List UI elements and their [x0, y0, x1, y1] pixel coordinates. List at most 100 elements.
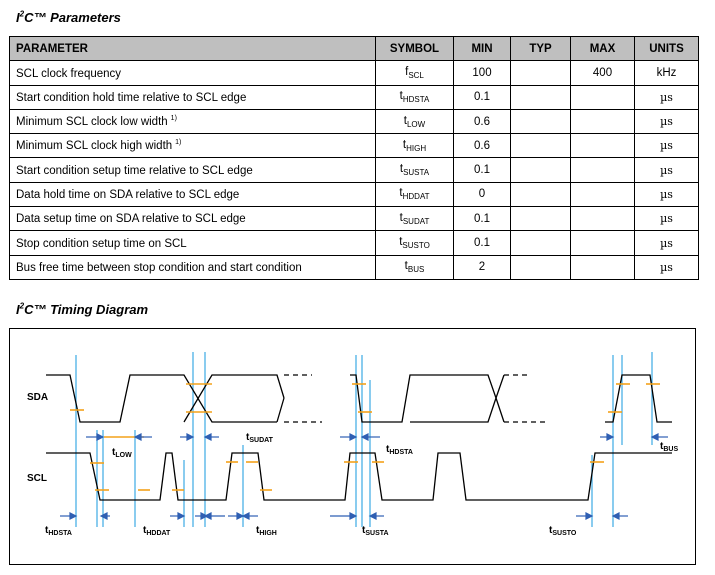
parameter-text: Data setup time on SDA relative to SCL e… — [16, 213, 246, 226]
symbol-main: t — [399, 187, 403, 200]
marker-lines — [75, 352, 653, 527]
cell-symbol: tSUSTA — [375, 157, 454, 183]
t-sudat-label: tSUDAT — [246, 432, 274, 444]
cell-parameter: Bus free time between stop condition and… — [9, 254, 376, 280]
cell-symbol: tHDDAT — [375, 181, 454, 208]
parameter-text: SCL clock frequency — [16, 67, 122, 80]
symbol-subscript: LOW — [406, 119, 426, 129]
parameter-text: Minimum SCL clock high width — [16, 140, 173, 153]
cell-min: 0.6 — [453, 108, 511, 135]
footnote-mark: 1) — [175, 139, 182, 147]
header-units: UNITS — [634, 35, 699, 62]
cell-symbol: tHDSTA — [375, 84, 454, 110]
cell-parameter: Minimum SCL clock low width 1) — [9, 108, 376, 135]
symbol-subscript: SUSTA — [403, 168, 430, 178]
cell-max — [570, 230, 635, 256]
cell-typ — [510, 84, 571, 110]
cell-parameter: SCL clock frequency — [9, 60, 376, 86]
t-bus-label: tBUS — [660, 441, 678, 453]
cell-max — [570, 84, 635, 110]
cell-min: 2 — [453, 254, 511, 280]
symbol-subscript: SUSTO — [402, 241, 430, 251]
symbol-subscript: SCL — [408, 70, 424, 80]
header-typ: TYP — [510, 35, 571, 62]
symbol-subscript: HDSTA — [402, 95, 430, 105]
parameter-text: Data hold time on SDA relative to SCL ed… — [16, 188, 240, 201]
cell-max — [570, 181, 635, 208]
timing-arrows — [60, 433, 668, 520]
parameter-text: Start condition hold time relative to SC… — [16, 91, 247, 104]
parameters-table: PARAMETER SYMBOL MIN TYP MAX UNITS SCL c… — [9, 35, 699, 280]
parameter-text: Minimum SCL clock low width — [16, 115, 168, 128]
timing-diagram-frame — [9, 328, 696, 565]
signal-traces — [46, 374, 672, 501]
symbol-subscript: BUS — [407, 265, 425, 275]
cell-parameter: Start condition setup time relative to S… — [9, 157, 376, 183]
symbol-main: t — [402, 138, 407, 151]
cell-units: µs — [634, 254, 699, 280]
symbol-main: t — [399, 211, 403, 224]
table-row: Start condition setup time relative to S… — [9, 157, 699, 183]
cell-max — [570, 254, 635, 280]
cell-parameter: Data hold time on SDA relative to SCL ed… — [9, 181, 376, 208]
t-hddat-label: tHDDAT — [143, 525, 171, 537]
cell-symbol: tBUS — [375, 254, 454, 280]
threshold-ticks — [70, 383, 660, 491]
symbol-main: t — [399, 90, 403, 103]
cell-typ — [510, 108, 571, 135]
symbol-subscript: SUDAT — [402, 216, 430, 226]
symbol-main: t — [403, 114, 407, 127]
symbol-main: t — [399, 163, 404, 176]
cell-max — [570, 206, 635, 232]
t-susta-label: tSUSTA — [362, 525, 389, 537]
footnote-mark: 1) — [170, 115, 177, 123]
table-row: Minimum SCL clock high width 1) tHIGH 0.6 µs — [9, 133, 699, 159]
symbol-main: f — [405, 65, 409, 78]
cell-typ — [510, 157, 571, 183]
cell-min: 0.1 — [453, 84, 511, 110]
cell-min: 0.6 — [453, 133, 511, 159]
cell-parameter: Data setup time on SDA relative to SCL e… — [9, 206, 376, 232]
cell-symbol: fSCL — [375, 60, 454, 86]
cell-parameter: Stop condition setup time on SCL — [9, 230, 376, 256]
cell-min: 0.1 — [453, 230, 511, 256]
symbol-subscript: HIGH — [406, 143, 427, 153]
sda-label: SDA — [27, 392, 48, 403]
table-row: Stop condition setup time on SCL tSUSTO 0.… — [9, 230, 699, 256]
parameter-text: Start condition setup time relative to S… — [16, 164, 253, 177]
cell-typ — [510, 181, 571, 208]
t-hdsta-bottom-label: tHDSTA — [45, 525, 72, 537]
table-body: SCL clock frequency fSCL 100 400 kHz Start co… — [9, 60, 699, 280]
cell-parameter: Start condition hold time relative to SC… — [9, 84, 376, 110]
cell-typ — [510, 254, 571, 280]
t-low-label: tLOW — [112, 447, 132, 459]
cell-typ — [510, 60, 571, 86]
timing-heading: I2C™ Timing Diagram — [16, 301, 149, 317]
header-symbol: SYMBOL — [375, 35, 454, 62]
cell-units: kHz — [634, 60, 699, 86]
cell-max — [570, 108, 635, 135]
cell-units: µs — [634, 206, 699, 232]
cell-symbol: tHIGH — [375, 133, 454, 159]
parameter-text: Stop condition setup time on SCL — [16, 237, 187, 250]
cell-max: 400 — [570, 60, 635, 86]
symbol-main: t — [399, 236, 403, 249]
cell-parameter: Minimum SCL clock high width 1) — [9, 133, 376, 159]
table-row: Bus free time between stop condition and… — [9, 254, 699, 280]
table-row: Minimum SCL clock low width 1) tLOW 0.6 µs — [9, 108, 699, 135]
cell-units: µs — [634, 84, 699, 110]
parameter-text: Bus free time between stop condition and… — [16, 261, 302, 274]
cell-min: 100 — [453, 60, 511, 86]
t-high-label: tHIGH — [256, 525, 277, 537]
table-row: Data setup time on SDA relative to SCL e… — [9, 206, 699, 232]
symbol-subscript: HDDAT — [402, 192, 430, 202]
scl-label: SCL — [27, 473, 47, 484]
t-susto-label: tSUSTO — [549, 525, 577, 537]
cell-typ — [510, 230, 571, 256]
table-header-row: PARAMETER SYMBOL MIN TYP MAX UNITS — [9, 35, 699, 62]
table-row: Start condition hold time relative to SC… — [9, 84, 699, 110]
table-row: SCL clock frequency fSCL 100 400 kHz — [9, 60, 699, 86]
symbol-main: t — [404, 260, 408, 273]
parameters-heading: I2C™ Parameters — [16, 9, 121, 25]
